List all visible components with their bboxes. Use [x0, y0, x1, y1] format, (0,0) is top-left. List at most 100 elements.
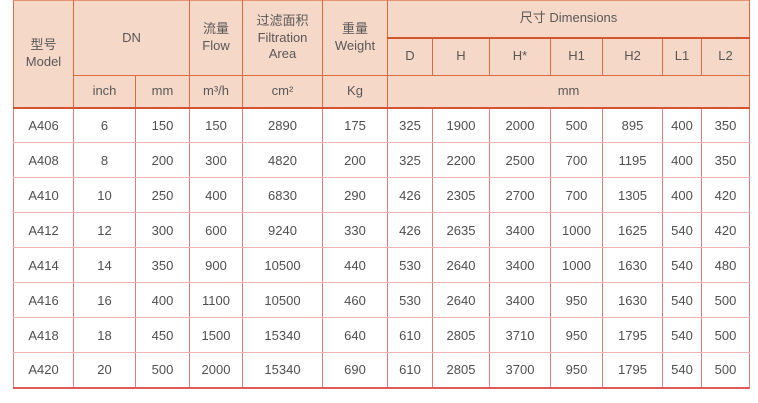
header-dim-h: H — [432, 37, 490, 76]
value-cell: 440 — [322, 247, 388, 283]
value-cell: 540 — [662, 212, 702, 248]
value-cell: 900 — [189, 247, 243, 283]
value-cell: 2700 — [489, 177, 551, 213]
value-cell: 610 — [387, 352, 433, 389]
header-weight-zh: 重量 — [341, 21, 368, 37]
value-cell: 500 — [135, 352, 190, 389]
value-cell: 400 — [662, 106, 702, 143]
value-cell: 2305 — [432, 177, 490, 213]
header-row-groups: 型号 Model DN 流量 Flow 过滤面积 Filtration Area… — [13, 0, 751, 109]
value-cell: 540 — [662, 247, 702, 283]
value-cell: 2890 — [242, 106, 323, 143]
value-cell: 600 — [189, 212, 243, 248]
value-cell: 200 — [135, 142, 190, 178]
table-row: A410 10 250 400 6830 290 426 2305 2700 700 1305 400… — [13, 177, 751, 213]
value-cell: 8 — [73, 142, 136, 178]
value-cell: 500 — [700, 317, 751, 353]
value-cell: 426 — [387, 177, 433, 213]
value-cell: 640 — [322, 317, 388, 353]
value-cell: 950 — [550, 317, 603, 353]
value-cell: 150 — [135, 106, 190, 143]
value-cell: 2805 — [432, 317, 490, 353]
value-cell: 2635 — [432, 212, 490, 248]
unit-weight: Kg — [322, 75, 388, 109]
value-cell: 400 — [135, 282, 190, 318]
header-dim-d: D — [387, 37, 433, 76]
value-cell: 420 — [700, 177, 751, 213]
unit-mm: mm — [135, 75, 190, 109]
value-cell: 950 — [550, 352, 603, 389]
value-cell: 300 — [135, 212, 190, 248]
value-cell: 500 — [550, 106, 603, 143]
value-cell: 20 — [73, 352, 136, 389]
value-cell: 175 — [322, 106, 388, 143]
value-cell: 12 — [73, 212, 136, 248]
header-dim-h-star: H* — [489, 37, 551, 76]
value-cell: 2000 — [189, 352, 243, 389]
spec-table: 型号 Model DN 流量 Flow 过滤面积 Filtration Area… — [13, 0, 751, 389]
value-cell: 4820 — [242, 142, 323, 178]
value-cell: 15340 — [242, 352, 323, 389]
table-row: A412 12 300 600 9240 330 426 2635 3400 1000 1625 54… — [13, 212, 751, 248]
model-cell: A406 — [13, 106, 74, 143]
value-cell: 1795 — [602, 317, 663, 353]
value-cell: 10500 — [242, 247, 323, 283]
header-filtration-en-1: Filtration — [257, 29, 308, 45]
value-cell: 350 — [700, 142, 751, 178]
value-cell: 3710 — [489, 317, 551, 353]
value-cell: 1100 — [189, 282, 243, 318]
value-cell: 14 — [73, 247, 136, 283]
value-cell: 2500 — [489, 142, 551, 178]
value-cell: 540 — [662, 282, 702, 318]
value-cell: 1195 — [602, 142, 663, 178]
value-cell: 6 — [73, 106, 136, 143]
header-flow-zh: 流量 — [202, 21, 229, 37]
value-cell: 610 — [387, 317, 433, 353]
value-cell: 18 — [73, 317, 136, 353]
value-cell: 3400 — [489, 247, 551, 283]
value-cell: 350 — [135, 247, 190, 283]
value-cell: 540 — [662, 317, 702, 353]
value-cell: 530 — [387, 282, 433, 318]
value-cell: 300 — [189, 142, 243, 178]
value-cell: 950 — [550, 282, 603, 318]
model-cell: A416 — [13, 282, 74, 318]
value-cell: 1795 — [602, 352, 663, 389]
value-cell: 400 — [189, 177, 243, 213]
table-body: A406 6 150 150 2890 175 325 1900 2000 500 895 400 35… — [13, 106, 751, 389]
value-cell: 3700 — [489, 352, 551, 389]
table-row: A414 14 350 900 10500 440 530 2640 3400 1000 1630 5… — [13, 247, 751, 283]
header-model: 型号 Model — [13, 0, 74, 109]
value-cell: 3400 — [489, 212, 551, 248]
unit-dims-mm: mm — [386, 75, 751, 109]
value-cell: 350 — [700, 106, 751, 143]
value-cell: 3400 — [489, 282, 551, 318]
value-cell: 420 — [700, 212, 751, 248]
value-cell: 690 — [322, 352, 388, 389]
header-filtration-en-2: Area — [268, 46, 297, 62]
value-cell: 290 — [322, 177, 388, 213]
header-dim-h2: H2 — [602, 37, 663, 76]
value-cell: 6830 — [242, 177, 323, 213]
value-cell: 1305 — [602, 177, 663, 213]
value-cell: 1625 — [602, 212, 663, 248]
header-model-en: Model — [25, 53, 62, 69]
header-filtration-zh: 过滤面积 — [256, 12, 309, 28]
value-cell: 150 — [189, 106, 243, 143]
header-model-zh: 型号 — [30, 36, 57, 52]
value-cell: 2000 — [489, 106, 551, 143]
value-cell: 1630 — [602, 282, 663, 318]
value-cell: 1500 — [189, 317, 243, 353]
table-header: 型号 Model DN 流量 Flow 过滤面积 Filtration Area… — [13, 0, 751, 109]
header-flow-en: Flow — [202, 38, 230, 53]
value-cell: 250 — [135, 177, 190, 213]
value-cell: 2805 — [432, 352, 490, 389]
value-cell: 450 — [135, 317, 190, 353]
unit-flow: m³/h — [189, 75, 243, 109]
value-cell: 530 — [387, 247, 433, 283]
value-cell: 330 — [322, 212, 388, 248]
table-row: A418 18 450 1500 15340 640 610 2805 3710 950 1795 5… — [13, 317, 751, 353]
value-cell: 400 — [662, 177, 702, 213]
model-cell: A408 — [13, 142, 74, 178]
